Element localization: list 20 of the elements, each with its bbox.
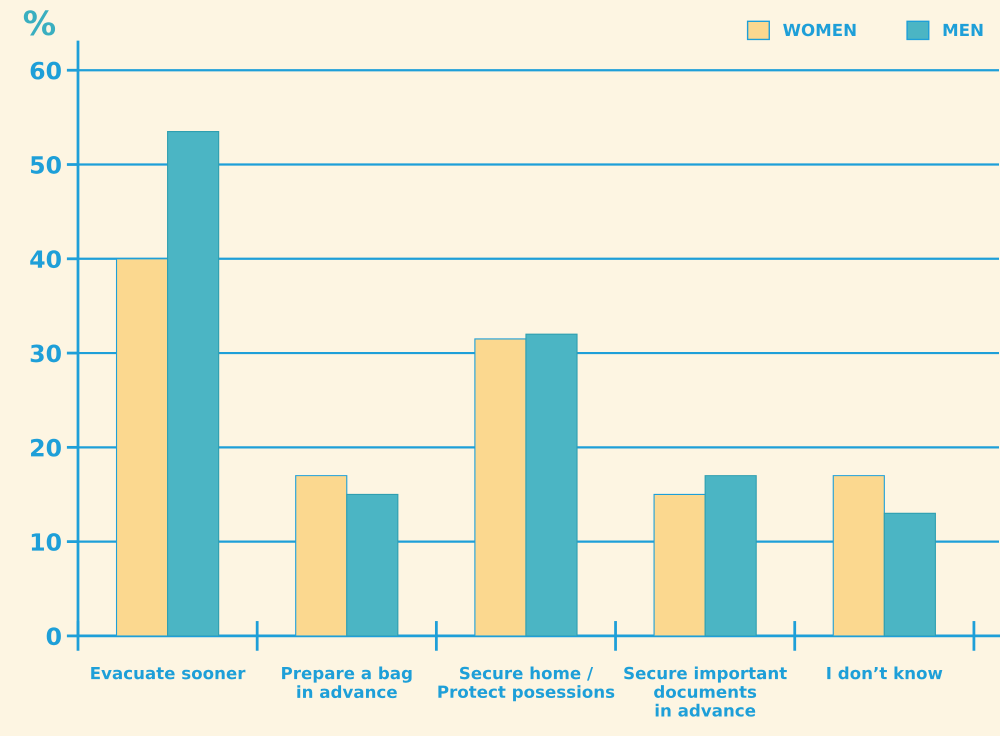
x-tick-label: Secure important documents in advance xyxy=(624,666,787,717)
y-tick-label: 60 xyxy=(30,62,61,80)
x-tick-label: Secure home / Protect posessions xyxy=(438,666,614,702)
x-tick-label: Prepare a bag in advance xyxy=(282,666,412,698)
bar xyxy=(704,475,757,636)
y-tick-label: 50 xyxy=(30,156,61,174)
y-tick-label: 10 xyxy=(32,533,61,551)
x-tick-label: Evacuate sooner xyxy=(91,666,246,680)
y-tick-label: 30 xyxy=(30,344,61,362)
y-tick-label: 0 xyxy=(46,627,61,646)
y-tick-label: 20 xyxy=(31,438,61,457)
legend-label: WOMEN xyxy=(783,24,856,36)
y-axis-title: % xyxy=(24,10,56,36)
x-tick-label: I don’t know xyxy=(827,666,942,680)
legend-label: MEN xyxy=(944,24,982,36)
bar xyxy=(167,130,220,636)
y-tick-label: 40 xyxy=(30,250,61,268)
bar xyxy=(884,512,936,636)
bar xyxy=(346,494,398,636)
bar xyxy=(525,334,578,636)
